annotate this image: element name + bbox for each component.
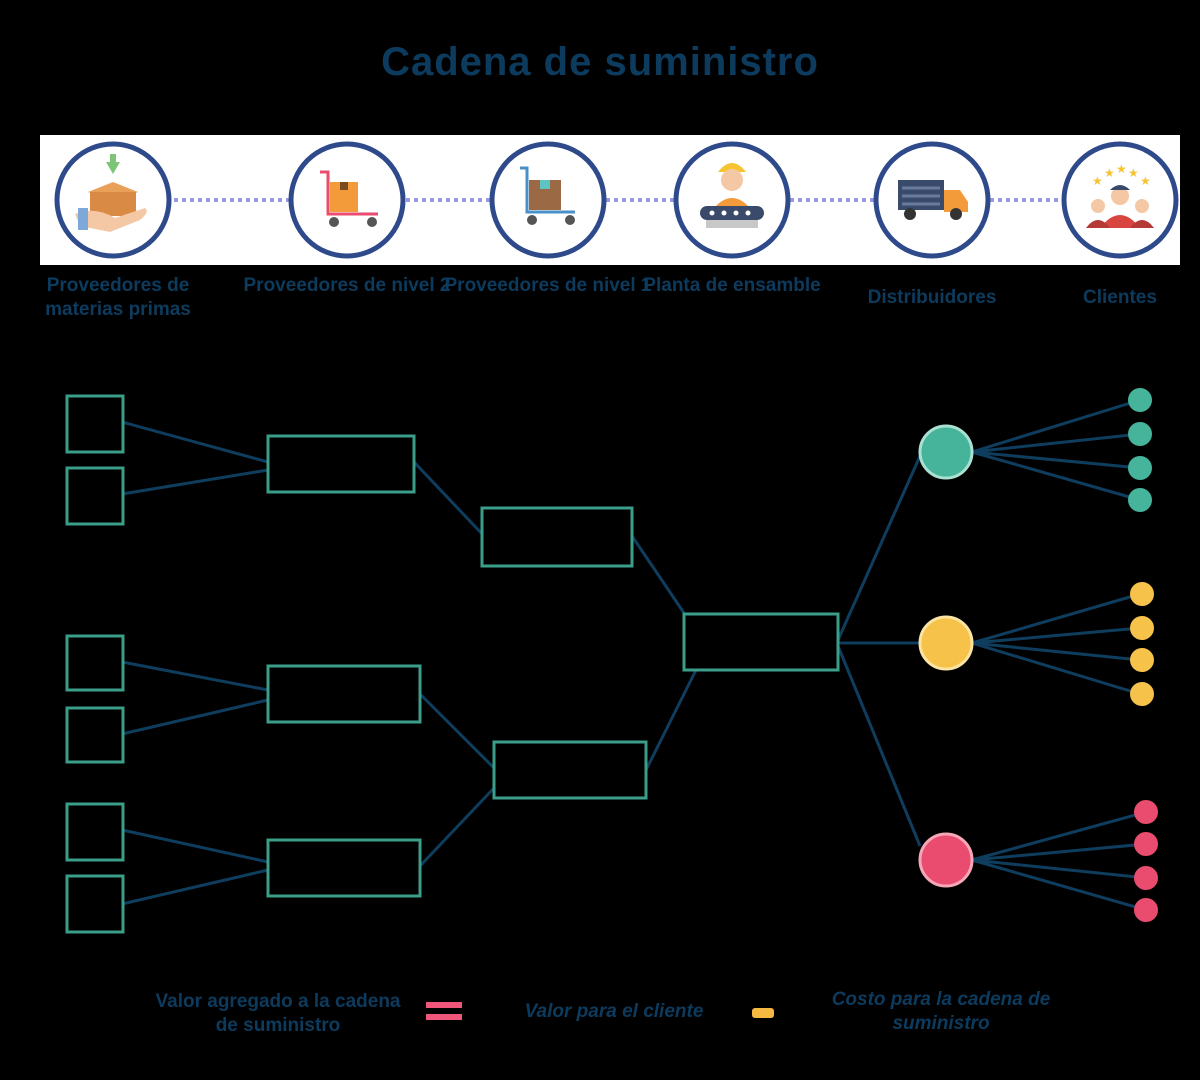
distributor-node-teal [920, 426, 972, 478]
svg-text:★: ★ [1128, 166, 1139, 180]
customer-node-teal [1128, 456, 1152, 480]
tier2-supplier-node [268, 436, 414, 492]
legend-customer-value: Valor para el cliente [492, 1000, 736, 1024]
tier1-supplier-node [482, 508, 632, 566]
hand-truck-orange-box-icon [291, 144, 403, 256]
hand-truck-brown-box-icon [492, 144, 604, 256]
customers-stars-icon: ★ ★ ★ ★ ★ [1064, 144, 1176, 256]
svg-text:★: ★ [1092, 174, 1103, 188]
tier1-supplier-node [494, 742, 646, 798]
tier2-supplier-node [268, 840, 420, 896]
customer-node-teal [1128, 422, 1152, 446]
raw-material-node [67, 396, 123, 452]
assembly-worker-icon [676, 144, 788, 256]
distributor-node-pink [920, 834, 972, 886]
customer-node-yellow [1130, 648, 1154, 672]
raw-materials-box-hand-icon [57, 144, 169, 256]
stage-label-customers: Clientes [1010, 286, 1200, 310]
customer-node-pink [1134, 832, 1158, 856]
stage-label-assembly: Planta de ensamble [632, 274, 832, 298]
distributor-node-yellow [920, 617, 972, 669]
legend-value-added: Valor agregado a la cadena de suministro [150, 990, 406, 1038]
tier2-supplier-node [268, 666, 420, 722]
stage-label-tier1: Proveedores de nivel 1 [438, 274, 658, 298]
raw-material-node [67, 804, 123, 860]
svg-text:★: ★ [1116, 162, 1127, 176]
stage-label-tier2: Proveedores de nivel 2 [237, 274, 457, 298]
raw-material-node [67, 636, 123, 690]
svg-text:★: ★ [1104, 166, 1115, 180]
delivery-truck-icon [876, 144, 988, 256]
raw-material-node [67, 876, 123, 932]
customer-node-pink [1134, 866, 1158, 890]
legend-chain-costs: Costo para la cadena de suministro [810, 988, 1072, 1036]
raw-material-node [67, 468, 123, 524]
assembly-plant-node [684, 614, 838, 670]
legend-swatch-orange [752, 1008, 774, 1018]
customer-node-yellow [1130, 682, 1154, 706]
customer-node-pink [1134, 800, 1158, 824]
customer-node-teal [1128, 488, 1152, 512]
customer-node-yellow [1130, 616, 1154, 640]
legend-swatch-pink [426, 1002, 462, 1020]
customer-node-pink [1134, 898, 1158, 922]
svg-text:★: ★ [1140, 174, 1151, 188]
stage-label-raw-materials: Proveedores de materias primas [8, 274, 228, 322]
customer-node-teal [1128, 388, 1152, 412]
customer-node-yellow [1130, 582, 1154, 606]
stage-label-distributors: Distribuidores [822, 286, 1042, 310]
raw-material-node [67, 708, 123, 762]
